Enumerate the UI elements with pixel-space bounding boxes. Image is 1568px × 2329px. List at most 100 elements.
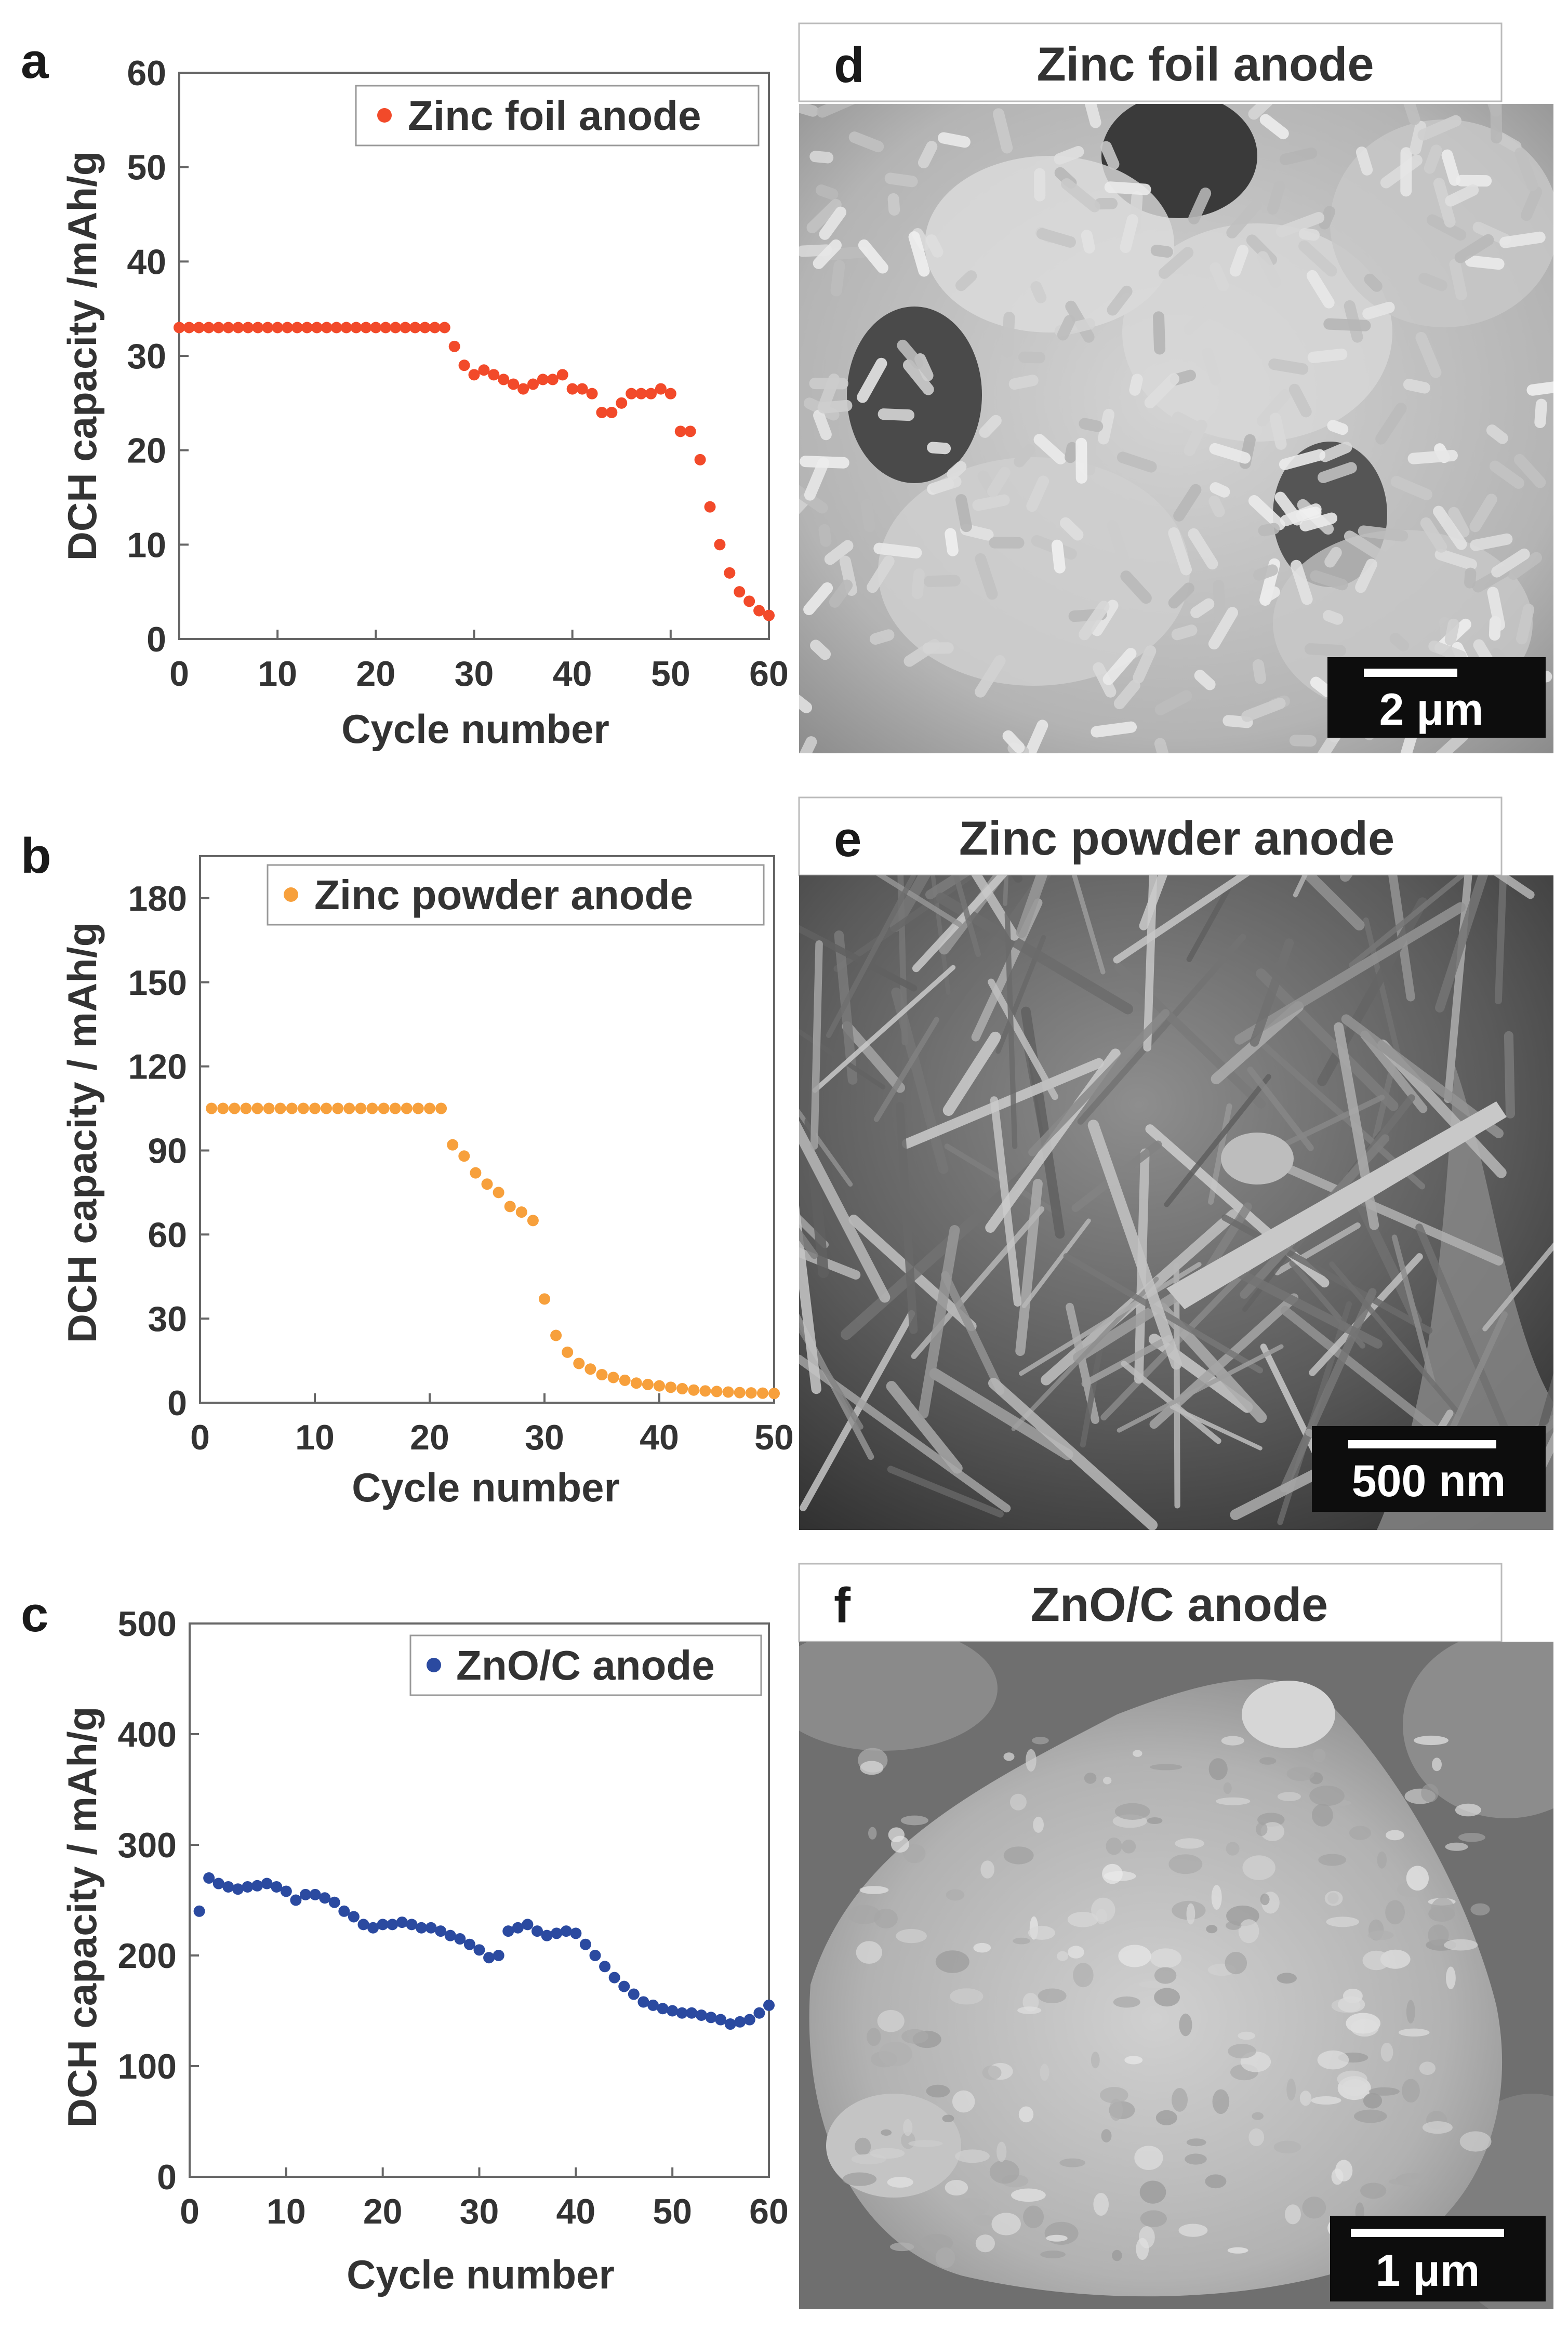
x-tick-label: 0 <box>169 654 189 694</box>
data-point <box>628 1988 640 2000</box>
sem-panel-e: e Zinc powder anode 500 nm <box>798 796 1553 1530</box>
data-point <box>328 1896 340 1908</box>
data-point <box>522 1919 534 1931</box>
series-b <box>206 1102 780 1400</box>
x-tick-label: 40 <box>553 654 592 694</box>
data-point <box>174 322 185 334</box>
x-tick-label: 10 <box>258 654 297 694</box>
legend-box-a <box>355 85 760 147</box>
chart-panel-b: b DCH capacity / mAh/g Cycle number 0 10 2… <box>21 828 794 1510</box>
x-tick-label: 60 <box>749 2192 789 2231</box>
series-a <box>174 322 775 621</box>
x-tick-label: 50 <box>754 1418 794 1457</box>
data-point <box>686 2007 698 2019</box>
y-tick-label: 50 <box>127 148 166 188</box>
data-point <box>483 1952 495 1964</box>
data-point <box>734 1387 746 1399</box>
data-point <box>206 1102 218 1114</box>
data-point <box>252 322 264 334</box>
data-point <box>674 425 686 437</box>
data-point <box>458 360 470 371</box>
data-point <box>562 1346 574 1358</box>
panel-letter-a: a <box>21 33 49 89</box>
data-point <box>229 1102 241 1114</box>
panel-letter-c: c <box>21 1587 48 1642</box>
data-point <box>570 1927 582 1939</box>
data-point <box>688 1384 700 1396</box>
data-point <box>753 2007 765 2019</box>
data-point <box>240 1102 252 1114</box>
data-point <box>263 1102 275 1114</box>
data-point <box>584 1363 596 1375</box>
data-point <box>280 1885 292 1897</box>
x-tick-label: 0 <box>190 1418 210 1457</box>
y-tick-label: 500 <box>118 1604 177 1644</box>
data-point <box>217 1102 229 1114</box>
y-tick-label: 40 <box>127 242 166 282</box>
sem-title-box-e <box>798 796 1503 876</box>
data-point <box>665 388 676 400</box>
data-point <box>330 322 342 334</box>
data-point <box>468 369 480 381</box>
data-point <box>531 1925 543 1937</box>
data-point <box>300 1888 311 1900</box>
data-point <box>419 322 431 334</box>
legend-box-c <box>409 1634 762 1696</box>
legend-c: ZnO/C anode <box>409 1634 762 1696</box>
data-point <box>212 1878 224 1889</box>
data-point <box>665 1381 677 1393</box>
data-point <box>444 1929 456 1941</box>
sem-panel-d: d Zinc foil anode 2 μm <box>798 22 1553 753</box>
data-point <box>478 364 490 376</box>
y-tick-label: 300 <box>118 1826 177 1865</box>
data-point <box>655 383 667 395</box>
data-point <box>745 1387 757 1399</box>
data-point <box>377 1919 389 1931</box>
data-point <box>517 383 529 395</box>
legend-label-a: Zinc foil anode <box>408 92 701 139</box>
sem-image-d <box>799 104 1553 753</box>
panel-letter-b: b <box>21 828 51 884</box>
data-point <box>618 1980 630 1992</box>
data-point <box>212 322 224 334</box>
data-point <box>711 1386 723 1398</box>
data-point <box>343 1102 355 1114</box>
data-point <box>321 322 333 334</box>
data-point <box>714 539 726 551</box>
data-point <box>637 1996 649 2008</box>
y-tick-label: 150 <box>128 963 187 1003</box>
data-point <box>301 322 313 334</box>
x-axis-title-a: Cycle number <box>341 706 609 752</box>
data-point <box>537 374 549 385</box>
data-point <box>607 1372 619 1383</box>
data-point <box>657 2003 669 2015</box>
y-tick-label: 60 <box>148 1215 187 1255</box>
sem-title-d: Zinc foil anode <box>1037 38 1374 91</box>
data-point <box>527 378 539 390</box>
data-point <box>274 1102 286 1114</box>
ticks-c: 0 10 20 30 40 50 60 0 100 200 300 400 500 <box>118 1604 789 2231</box>
data-point <box>502 1925 514 1937</box>
data-point <box>424 1102 435 1114</box>
panel-letter-f: f <box>834 1578 851 1633</box>
data-point <box>705 2012 717 2024</box>
legend-marker-b <box>284 887 298 902</box>
data-point <box>743 2014 755 2026</box>
data-point <box>606 407 618 418</box>
data-point <box>429 322 441 334</box>
data-point <box>262 322 274 334</box>
data-point <box>321 1102 333 1114</box>
sem-texture-d <box>799 104 1553 753</box>
y-tick-label: 0 <box>157 2158 177 2197</box>
scale-label-e: 500 nm <box>1352 1456 1506 1506</box>
data-point <box>508 378 520 390</box>
data-point <box>743 595 755 607</box>
legend-box-b <box>267 864 765 926</box>
data-point <box>232 1883 244 1895</box>
data-point <box>232 322 244 334</box>
y-axis-title-b: DCH capacity / mAh/g <box>59 922 105 1343</box>
data-point <box>203 322 215 334</box>
data-point <box>573 1358 585 1369</box>
data-point <box>242 1881 254 1893</box>
data-point <box>340 322 352 334</box>
